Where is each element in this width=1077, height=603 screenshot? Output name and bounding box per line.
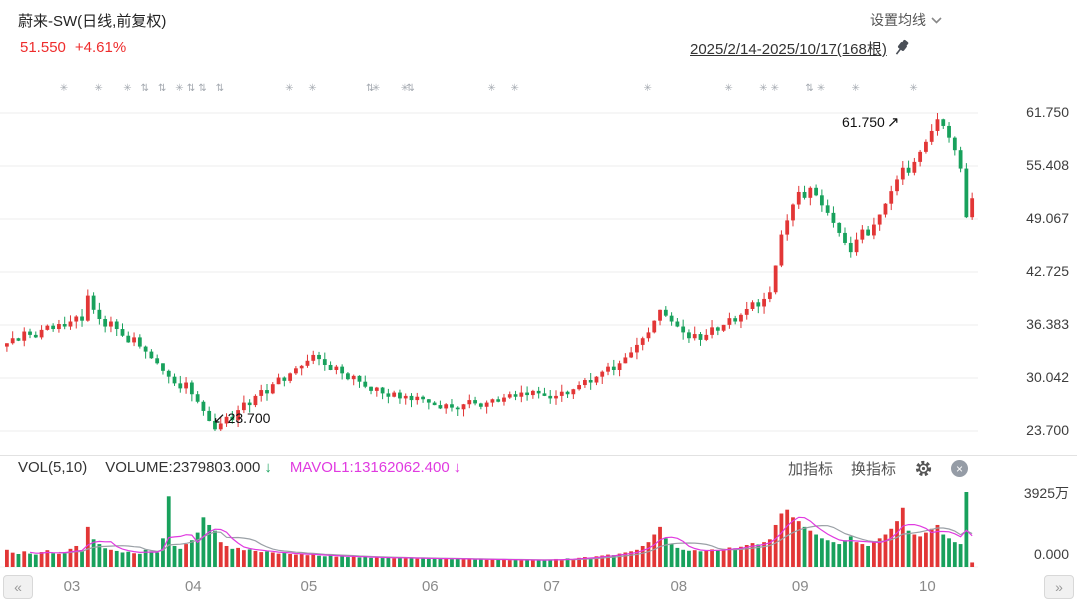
pane-divider	[0, 455, 1077, 456]
price-axis-label: 42.725	[1026, 263, 1069, 279]
mavol1-down-arrow-icon: ↓	[453, 459, 462, 476]
date-range-row: 2025/2/14-2025/10/17(168根)	[690, 38, 911, 59]
event-marker-icon[interactable]: ⇅	[366, 83, 375, 94]
pin-icon[interactable]	[893, 39, 911, 58]
event-marker-icon[interactable]: ⇅	[186, 83, 196, 94]
event-marker-icon[interactable]: ✳	[94, 83, 103, 94]
event-marker-icon[interactable]: ✳	[123, 83, 132, 94]
event-marker-icon[interactable]: ⇅	[157, 83, 167, 94]
volume-axis-max-label: 3925万	[1023, 485, 1069, 501]
volume-value: VOLUME:2379803.000 ↓	[105, 459, 272, 476]
chevron-down-icon	[931, 16, 942, 24]
time-axis: 03 04 05 06 07 08 09 10	[0, 578, 1077, 596]
event-marker-icon[interactable]: ⇅	[198, 83, 207, 94]
close-indicator-icon[interactable]: ×	[951, 460, 969, 477]
price-row: 51.550 +4.61%	[20, 39, 126, 56]
price-axis: 61.750 55.408 49.067 42.725 36.383 30.042 23.7…	[999, 0, 1069, 460]
add-indicator-button[interactable]: 加指标	[788, 461, 834, 478]
event-marker-icon[interactable]: ⇅	[140, 83, 149, 94]
arrow-up-right-icon: ↗	[886, 114, 900, 131]
price-axis-label: 55.408	[1026, 157, 1069, 173]
x-axis-month-label: 10	[919, 578, 936, 595]
event-marker-icon[interactable]: ✳	[759, 83, 768, 94]
ma-settings-label: 设置均线	[870, 12, 926, 28]
price-axis-label: 36.383	[1026, 316, 1069, 332]
mavol1-value: MAVOL1:13162062.400 ↓	[289, 459, 462, 476]
gear-icon[interactable]	[914, 459, 933, 478]
volume-indicator-bar: VOL(5,10) VOLUME:2379803.000 ↓ MAVOL1:13…	[18, 459, 461, 476]
low-price-annotation: ↙ 23.700	[213, 409, 270, 427]
event-marker-icon[interactable]: ✳	[59, 83, 69, 94]
event-marker-icon[interactable]: ✳	[400, 83, 410, 94]
event-marker-icon[interactable]: ✳	[643, 83, 652, 94]
date-range-link[interactable]: 2025/2/14-2025/10/17(168根)	[690, 41, 887, 58]
x-axis-month-label: 03	[63, 578, 81, 595]
scroll-left-button[interactable]: «	[3, 575, 33, 599]
event-marker-icon[interactable]: ✳	[371, 83, 381, 94]
scroll-right-button[interactable]: »	[1044, 575, 1074, 599]
arrow-down-left-icon: ↙	[213, 410, 226, 427]
event-marker-icon[interactable]: ⇅	[215, 83, 225, 94]
event-marker-icon[interactable]: ✳	[510, 83, 519, 94]
ma-settings-button[interactable]: 设置均线	[870, 10, 942, 30]
indicator-controls: 加指标 换指标 ×	[788, 458, 969, 479]
vol-params-label: VOL(5,10)	[18, 459, 88, 476]
volume-chart-canvas[interactable]	[0, 487, 980, 571]
event-marker-icon[interactable]: ✳	[175, 83, 184, 94]
price-chart-canvas[interactable]	[0, 105, 980, 457]
price-axis-label: 61.750	[1026, 104, 1069, 120]
event-marker-icon[interactable]: ✳	[851, 83, 860, 94]
event-marker-icon[interactable]: ✳	[285, 83, 294, 94]
volume-axis-zero-label: 0.000	[1033, 546, 1069, 562]
x-axis-month-label: 06	[421, 578, 439, 595]
event-marker-icon[interactable]: ✳	[724, 83, 733, 94]
event-marker-icon[interactable]: ✳	[308, 83, 317, 94]
event-marker-icon[interactable]: ⇅	[406, 83, 415, 94]
price-axis-label: 30.042	[1026, 369, 1069, 385]
x-axis-month-label: 05	[300, 578, 318, 595]
chart-title: 蔚来-SW(日线,前复权)	[18, 13, 167, 30]
event-marker-icon[interactable]: ✳	[770, 83, 780, 94]
event-marker-icon[interactable]: ✳	[816, 83, 826, 94]
switch-indicator-button[interactable]: 换指标	[851, 461, 897, 478]
volume-down-arrow-icon: ↓	[264, 459, 272, 476]
event-marker-icon[interactable]: ⇅	[805, 83, 814, 94]
price-axis-label: 23.700	[1026, 422, 1069, 438]
event-marker-row: ✳ ✳ ✳ ⇅ ⇅ ✳ ⇅ ⇅ ⇅ ✳ ✳ ⇅ ✳ ✳ ⇅ ✳ ✳ ✳ ✳ ✳ ✳ ⇅ ✳ ✳ ✳	[0, 82, 1077, 96]
high-price-label: 61.750	[842, 114, 885, 130]
event-marker-icon[interactable]: ✳	[487, 83, 496, 94]
price-axis-label: 49.067	[1026, 210, 1069, 226]
high-price-annotation: 61.750 ↗	[842, 113, 899, 131]
x-axis-month-label: 09	[791, 578, 809, 595]
event-marker-icon[interactable]: ✳	[909, 83, 918, 94]
low-price-label: 23.700	[227, 410, 271, 426]
change-percent: +4.61%	[74, 39, 127, 56]
last-price: 51.550	[20, 39, 66, 56]
x-axis-month-label: 04	[184, 578, 202, 595]
x-axis-month-label: 07	[543, 578, 560, 595]
x-axis-month-label: 08	[670, 578, 688, 595]
